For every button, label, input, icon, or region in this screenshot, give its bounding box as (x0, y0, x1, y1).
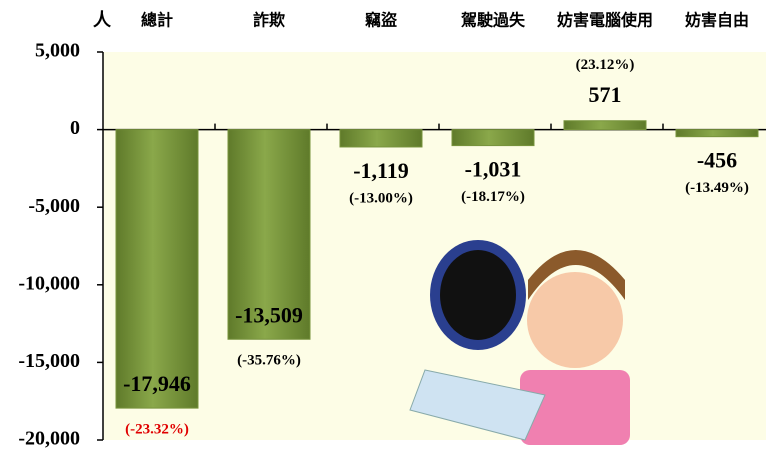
bar (340, 130, 422, 147)
y-tick-label: 0 (70, 117, 80, 139)
y-tick-label: 5,000 (35, 40, 80, 62)
y-tick-label: -20,000 (18, 428, 80, 450)
bar (116, 130, 198, 409)
percent-label: (-35.76%) (237, 353, 301, 369)
percent-label: (23.12%) (576, 57, 635, 73)
bar (452, 130, 534, 146)
percent-label: (-18.17%) (461, 189, 525, 205)
percent-label: (-23.32%) (125, 422, 189, 438)
x-tick-label: 妨害自由 (684, 11, 749, 30)
x-tick-label: 竊盜 (365, 11, 397, 30)
bar (564, 121, 646, 130)
y-tick-label: -10,000 (18, 272, 80, 294)
value-label: -1,031 (465, 157, 522, 182)
y-axis-label: 人 (93, 10, 112, 30)
value-label: -17,946 (123, 371, 191, 396)
x-tick-label: 總計 (141, 11, 173, 30)
x-tick-label: 駕駛過失 (460, 11, 526, 30)
percent-label: (-13.00%) (349, 190, 413, 206)
value-label: -1,119 (353, 158, 409, 183)
chart: 人 5,000 0 -5,000 -10,000 -15,000 -20,000 總計 -17… (0, 0, 766, 452)
x-tick-label: 詐欺 (253, 11, 285, 30)
x-tick-label: 妨害電腦使用 (556, 11, 653, 30)
value-label: -456 (697, 148, 737, 173)
value-label: 571 (589, 82, 622, 107)
percent-label: (-13.49%) (685, 180, 749, 196)
bar (676, 130, 758, 137)
y-tick-label: -5,000 (28, 195, 80, 217)
value-label: -13,509 (235, 302, 303, 327)
y-tick-label: -15,000 (18, 350, 80, 372)
